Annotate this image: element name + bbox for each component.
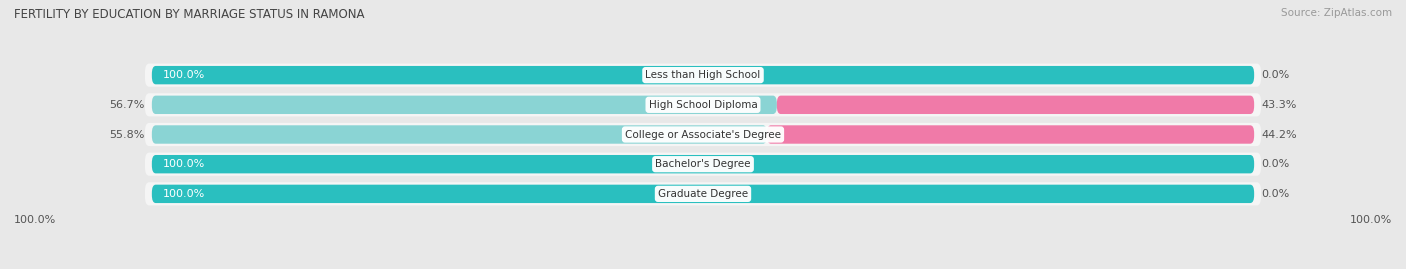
FancyBboxPatch shape (766, 125, 1254, 144)
Text: 43.3%: 43.3% (1261, 100, 1296, 110)
FancyBboxPatch shape (152, 66, 1254, 84)
FancyBboxPatch shape (152, 185, 1254, 203)
FancyBboxPatch shape (778, 95, 1254, 114)
Text: 44.2%: 44.2% (1261, 129, 1296, 140)
FancyBboxPatch shape (145, 93, 1261, 116)
Text: 100.0%: 100.0% (163, 189, 205, 199)
Text: 0.0%: 0.0% (1261, 70, 1289, 80)
FancyBboxPatch shape (152, 155, 1254, 174)
Text: College or Associate's Degree: College or Associate's Degree (626, 129, 780, 140)
Text: Graduate Degree: Graduate Degree (658, 189, 748, 199)
FancyBboxPatch shape (145, 182, 1261, 206)
Text: 100.0%: 100.0% (163, 70, 205, 80)
FancyBboxPatch shape (145, 123, 1261, 146)
Text: 56.7%: 56.7% (110, 100, 145, 110)
Text: 0.0%: 0.0% (1261, 189, 1289, 199)
Text: FERTILITY BY EDUCATION BY MARRIAGE STATUS IN RAMONA: FERTILITY BY EDUCATION BY MARRIAGE STATU… (14, 8, 364, 21)
FancyBboxPatch shape (152, 125, 766, 144)
Text: 0.0%: 0.0% (1261, 159, 1289, 169)
FancyBboxPatch shape (152, 95, 778, 114)
Text: 55.8%: 55.8% (110, 129, 145, 140)
Text: 100.0%: 100.0% (14, 215, 56, 225)
Text: 100.0%: 100.0% (1350, 215, 1392, 225)
Text: Less than High School: Less than High School (645, 70, 761, 80)
Text: 100.0%: 100.0% (163, 159, 205, 169)
FancyBboxPatch shape (145, 153, 1261, 176)
Text: High School Diploma: High School Diploma (648, 100, 758, 110)
Text: Bachelor's Degree: Bachelor's Degree (655, 159, 751, 169)
FancyBboxPatch shape (145, 63, 1261, 87)
Text: Source: ZipAtlas.com: Source: ZipAtlas.com (1281, 8, 1392, 18)
